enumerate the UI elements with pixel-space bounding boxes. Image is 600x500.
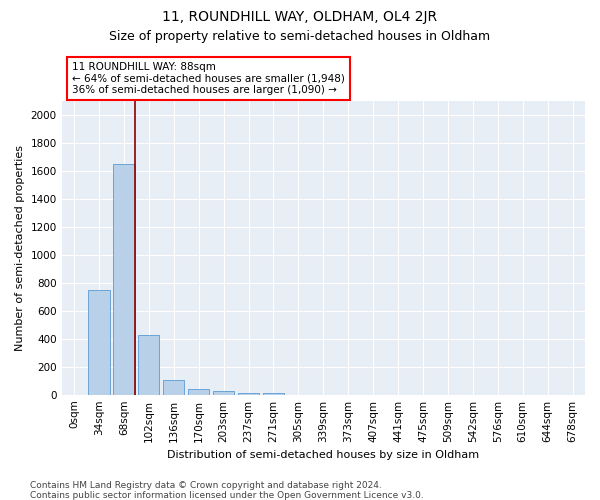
Bar — [163, 380, 184, 394]
Text: 11 ROUNDHILL WAY: 88sqm
← 64% of semi-detached houses are smaller (1,948)
36% of: 11 ROUNDHILL WAY: 88sqm ← 64% of semi-de… — [72, 62, 345, 95]
Text: Contains public sector information licensed under the Open Government Licence v3: Contains public sector information licen… — [30, 491, 424, 500]
Text: Size of property relative to semi-detached houses in Oldham: Size of property relative to semi-detach… — [109, 30, 491, 43]
Bar — [88, 290, 110, 395]
Bar — [188, 389, 209, 394]
X-axis label: Distribution of semi-detached houses by size in Oldham: Distribution of semi-detached houses by … — [167, 450, 479, 460]
Bar — [238, 392, 259, 394]
Bar — [213, 391, 234, 394]
Text: 11, ROUNDHILL WAY, OLDHAM, OL4 2JR: 11, ROUNDHILL WAY, OLDHAM, OL4 2JR — [163, 10, 437, 24]
Bar — [138, 334, 160, 394]
Text: Contains HM Land Registry data © Crown copyright and database right 2024.: Contains HM Land Registry data © Crown c… — [30, 481, 382, 490]
Y-axis label: Number of semi-detached properties: Number of semi-detached properties — [15, 145, 25, 351]
Bar — [113, 164, 134, 394]
